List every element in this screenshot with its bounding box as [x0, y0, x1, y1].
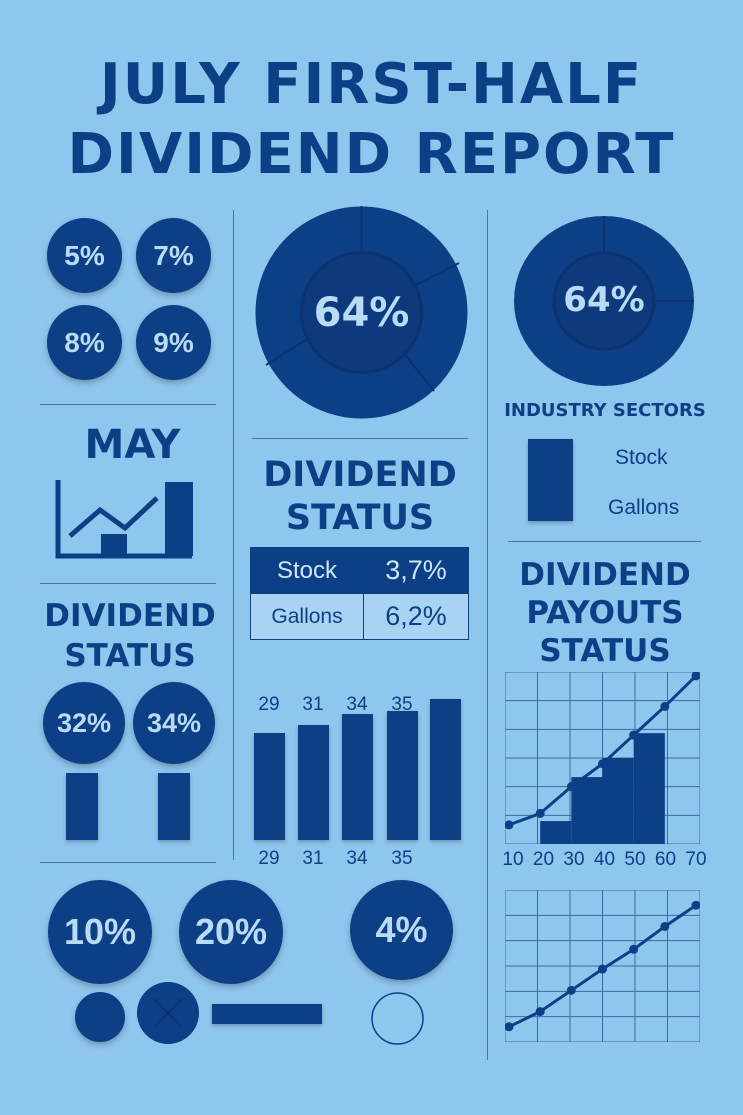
area-bar-3 [633, 733, 665, 844]
payouts-title-2: PAYOUTS [526, 595, 684, 631]
x-tick-label-5: 60 [654, 849, 677, 870]
status-bar-2 [158, 773, 190, 840]
right-donut-value: 64% [563, 280, 645, 320]
divider-h1 [40, 404, 216, 405]
payouts-title-1: DIVIDEND [519, 557, 691, 593]
data-point-3 [598, 964, 607, 974]
table-cell-label: Gallons [250, 593, 364, 640]
status-badge-1: 32% [43, 682, 125, 764]
data-point-1 [535, 808, 545, 818]
center-donut-chart [255, 206, 468, 419]
close-circle-icon [137, 982, 199, 1044]
month-label: MAY [84, 422, 181, 468]
data-point-3 [598, 759, 607, 769]
divider-h4 [252, 438, 468, 439]
x-tick-label-4: 50 [624, 849, 646, 870]
x-tick-label-2: 30 [563, 849, 585, 870]
trend-chart-icon [55, 480, 193, 559]
x-tick-label-6: 70 [685, 849, 707, 870]
status-bar-1 [66, 773, 98, 840]
divider-h2 [40, 583, 216, 584]
status-badge-2: 34% [133, 682, 215, 764]
data-point-5 [660, 921, 670, 931]
bar-top-label-3: 35 [391, 694, 413, 715]
badge-1: 5% [47, 218, 122, 293]
data-point-6 [691, 672, 700, 681]
center-status-title-1: DIVIDEND [263, 455, 457, 495]
data-point-4 [629, 730, 639, 740]
right-donut-chart [514, 216, 694, 386]
bar-bottom-label-3: 35 [391, 848, 413, 869]
x-tick-label-1: 20 [532, 849, 555, 870]
divider-h5 [508, 541, 701, 542]
payouts-line-chart [505, 672, 700, 844]
center-donut-value: 64% [313, 290, 410, 336]
bar-bottom-label-2: 34 [346, 848, 368, 869]
bar-top-label-1: 31 [302, 694, 324, 715]
bar-bottom-label-0: 29 [258, 848, 280, 869]
data-point-6 [691, 900, 700, 910]
area-bar-0 [540, 821, 572, 844]
empty-circle-icon [371, 992, 424, 1045]
table-cell-value: 6,2% [363, 593, 469, 640]
dot-icon [75, 992, 125, 1042]
title-line-1: JULY FIRST-HALF [99, 52, 644, 117]
status-table: Stock 3,7% Gallons 6,2% [250, 547, 469, 640]
badge-3: 8% [47, 305, 122, 380]
bar-2 [342, 714, 373, 840]
divider-h3 [40, 862, 216, 863]
bar-bottom-label-1: 31 [302, 848, 324, 869]
bar-3 [387, 710, 418, 840]
bottom-badge-3: 4% [350, 880, 453, 980]
data-point-4 [629, 944, 639, 954]
title-line-2: DIVIDEND REPORT [67, 122, 676, 187]
table-cell-value: 3,7% [363, 547, 469, 594]
data-point-2 [566, 985, 576, 995]
trend-line-chart [505, 890, 700, 1042]
area-bar-2 [602, 758, 634, 844]
data-point-0 [505, 1022, 514, 1032]
data-point-5 [660, 701, 670, 711]
sector-legend-swatch [528, 439, 573, 521]
bottom-badge-2: 20% [179, 880, 283, 984]
center-status-title-2: STATUS [285, 498, 435, 538]
divider-left [233, 210, 234, 860]
bar-top-label-0: 29 [258, 694, 280, 715]
table-row: Gallons 6,2% [250, 593, 469, 640]
table-cell-label: Stock [250, 547, 364, 594]
divider-right [487, 210, 488, 1060]
data-point-2 [566, 782, 576, 792]
payouts-title-3: STATUS [539, 633, 671, 669]
data-point-0 [505, 820, 514, 830]
left-status-title-1: DIVIDEND [44, 598, 216, 634]
bar-top-label-2: 34 [346, 694, 368, 715]
legend-stock: Stock [615, 446, 668, 469]
bar-0 [254, 732, 285, 840]
left-status-title-2: STATUS [64, 638, 196, 674]
bar-1 [298, 725, 329, 840]
bar-4 [430, 699, 461, 840]
x-tick-label-3: 40 [593, 849, 616, 870]
x-tick-label-0: 10 [502, 849, 524, 870]
bottom-badge-1: 10% [48, 880, 152, 984]
data-point-1 [535, 1007, 545, 1017]
table-row: Stock 3,7% [250, 547, 469, 594]
sectors-title: INDUSTRY SECTORS [504, 400, 706, 421]
badge-4: 9% [136, 305, 211, 380]
bottom-bar [212, 1004, 322, 1024]
badge-2: 7% [136, 218, 211, 293]
area-bar-1 [571, 777, 603, 844]
legend-gallons: Gallons [608, 496, 680, 519]
